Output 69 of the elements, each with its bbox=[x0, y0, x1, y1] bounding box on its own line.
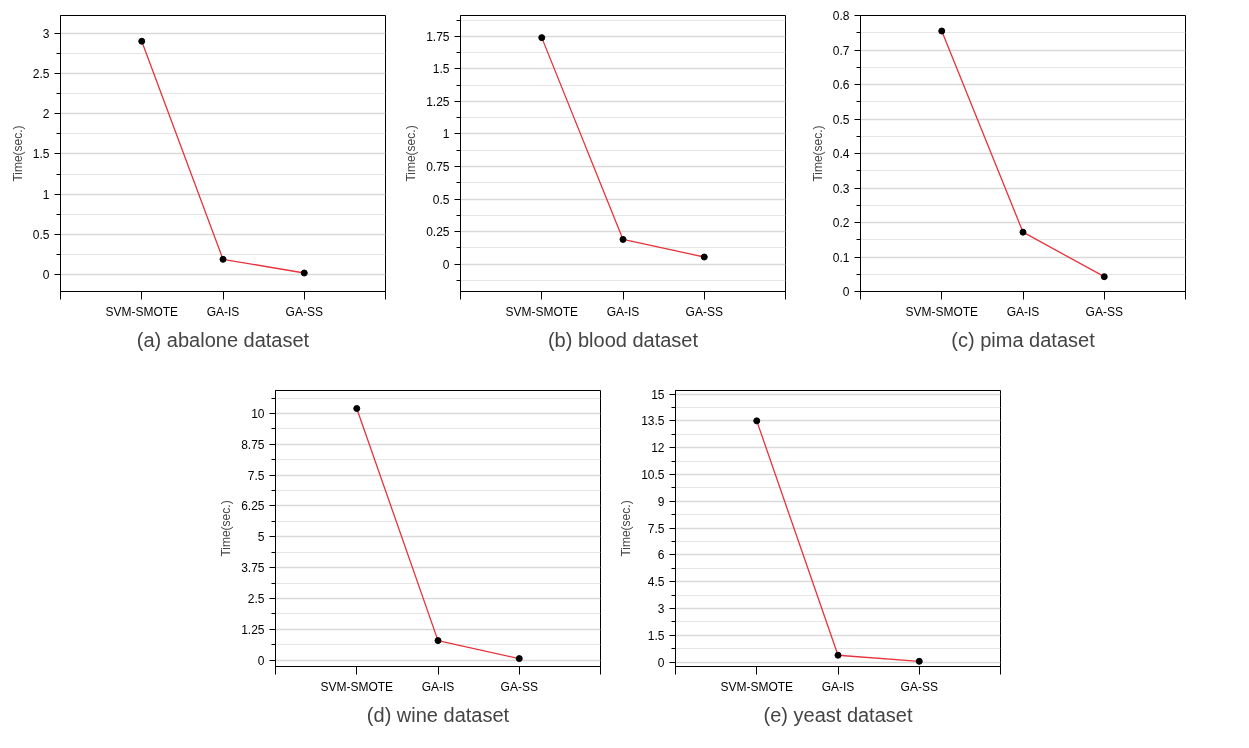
y-tick-label: 2 bbox=[42, 107, 50, 122]
y-axis-title: Time(sec.) bbox=[619, 500, 634, 557]
y-tick-label: 4.5 bbox=[647, 575, 665, 590]
y-axis-title: Time(sec.) bbox=[10, 125, 25, 182]
y-tick-label: 1.25 bbox=[426, 94, 450, 109]
y-tick-label: 0.2 bbox=[832, 216, 850, 230]
y-tick-label: 0 bbox=[42, 268, 50, 283]
y-tick-label: 5 bbox=[257, 530, 265, 545]
y-tick-label: 7.5 bbox=[247, 468, 265, 483]
y-tick-label: 13.5 bbox=[641, 414, 665, 429]
y-tick-label: 0.3 bbox=[832, 181, 850, 196]
y-tick-label: 1.5 bbox=[432, 62, 450, 77]
text: (c) pima dataset bbox=[951, 328, 1096, 351]
x-tick-label: GA-SS bbox=[500, 679, 538, 694]
x-tick-label: GA-SS bbox=[685, 304, 723, 319]
text: (b) blood dataset bbox=[547, 328, 699, 351]
x-tick-label: GA-SS bbox=[285, 304, 323, 319]
y-tick-label: 10.5 bbox=[641, 467, 665, 482]
x-tick-label: SVM-SMOTE bbox=[905, 304, 979, 319]
y-tick-label: 2.5 bbox=[32, 66, 50, 81]
y-tick-label: 0.4 bbox=[832, 147, 850, 161]
y-tick-label: 0 bbox=[257, 653, 265, 668]
y-tick-label: 9 bbox=[657, 494, 665, 509]
x-tick-label: SVM-SMOTE bbox=[105, 304, 179, 319]
y-tick-label: 8.75 bbox=[241, 437, 265, 452]
y-tick-label: 0.5 bbox=[432, 192, 450, 207]
y-tick-label: 0.5 bbox=[32, 227, 50, 242]
y-tick-label: 10 bbox=[251, 406, 265, 421]
y-tick-label: 0.7 bbox=[832, 43, 850, 58]
x-tick-label: SVM-SMOTE bbox=[505, 304, 579, 319]
y-tick-label: 0 bbox=[842, 285, 850, 299]
text: (a) abalone dataset bbox=[136, 328, 310, 351]
y-tick-label: 7.5 bbox=[647, 521, 665, 536]
y-tick-label: 3 bbox=[657, 601, 665, 616]
y-tick-label: 1 bbox=[442, 127, 450, 142]
y-tick-label: 0.8 bbox=[832, 9, 850, 23]
x-tick-label: GA-IS bbox=[421, 679, 455, 694]
text: (e) yeast dataset bbox=[763, 703, 913, 726]
y-tick-label: 0.1 bbox=[832, 250, 850, 265]
x-tick-label: SVM-SMOTE bbox=[720, 679, 794, 694]
x-tick-label: GA-SS bbox=[900, 679, 938, 694]
y-tick-label: 0 bbox=[657, 655, 665, 670]
y-tick-label: 6 bbox=[657, 548, 665, 563]
x-tick-label: SVM-SMOTE bbox=[320, 679, 394, 694]
y-tick-label: 6.25 bbox=[241, 499, 265, 514]
y-axis-title: Time(sec.) bbox=[219, 500, 234, 557]
x-tick-label: GA-IS bbox=[606, 304, 640, 319]
y-tick-label: 2.5 bbox=[247, 591, 265, 606]
y-tick-label: 1.75 bbox=[426, 29, 450, 44]
y-tick-label: 1.25 bbox=[241, 622, 265, 637]
x-tick-label: GA-SS bbox=[1085, 304, 1123, 319]
x-tick-label: GA-IS bbox=[821, 679, 855, 694]
x-tick-label: GA-IS bbox=[206, 304, 240, 319]
y-tick-label: 0.6 bbox=[832, 78, 850, 92]
y-tick-label: 1.5 bbox=[647, 628, 665, 643]
y-axis-title: Time(sec.) bbox=[810, 125, 825, 182]
y-tick-label: 3.75 bbox=[241, 561, 265, 576]
x-tick-label: GA-IS bbox=[1006, 304, 1040, 319]
y-tick-label: 15 bbox=[651, 387, 665, 402]
y-tick-label: 0 bbox=[442, 257, 450, 272]
y-tick-label: 1.5 bbox=[32, 147, 50, 162]
y-tick-label: 0.25 bbox=[426, 225, 450, 240]
text: (d) wine dataset bbox=[366, 703, 510, 726]
y-tick-label: 1 bbox=[42, 187, 50, 202]
y-tick-label: 12 bbox=[651, 441, 665, 456]
y-tick-label: 0.75 bbox=[426, 160, 450, 175]
y-axis-title: Time(sec.) bbox=[404, 125, 419, 182]
y-tick-label: 3 bbox=[42, 26, 50, 41]
y-tick-label: 0.5 bbox=[832, 112, 850, 127]
